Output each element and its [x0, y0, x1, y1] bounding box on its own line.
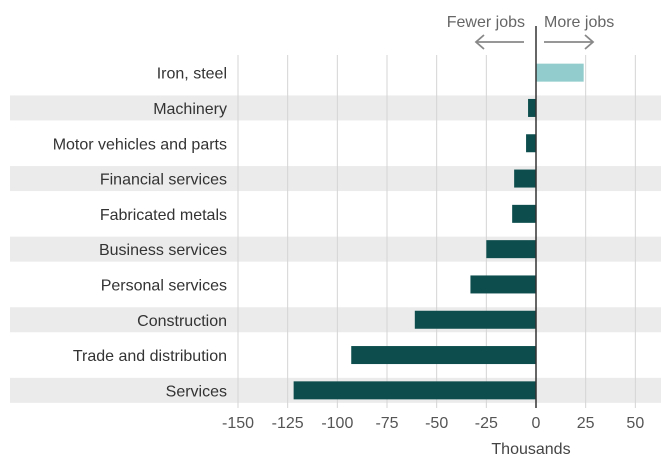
tick-label: 0 [532, 415, 541, 432]
bar [528, 98, 536, 117]
arrow-right-icon [544, 34, 595, 50]
tick-label: -150 [222, 415, 254, 432]
tick-label: -100 [321, 415, 353, 432]
tick-label: 50 [626, 415, 644, 432]
bar [536, 63, 584, 82]
row-band [10, 95, 661, 121]
direction-annotations: Fewer jobs More jobs [447, 14, 614, 50]
category-label: Personal services [101, 277, 227, 294]
tick-label: 25 [577, 415, 595, 432]
bar [351, 346, 536, 365]
more-jobs-label: More jobs [544, 14, 614, 31]
category-label: Machinery [153, 101, 227, 118]
row-band [10, 236, 661, 262]
tick-label: -125 [272, 415, 304, 432]
gridlines [237, 55, 636, 408]
row-band [10, 307, 661, 333]
bar [514, 169, 536, 188]
category-label: Trade and distribution [73, 348, 227, 365]
category-label: Iron, steel [157, 66, 227, 83]
category-label: Business services [99, 242, 227, 259]
bars [293, 63, 584, 400]
bar [512, 204, 536, 223]
fewer-jobs-label: Fewer jobs [447, 14, 525, 31]
tick-label: -75 [375, 415, 398, 432]
bar [486, 240, 536, 259]
bar [414, 310, 536, 329]
bar [470, 275, 536, 294]
tick-label: -50 [425, 415, 448, 432]
bar [293, 381, 536, 400]
category-label: Services [166, 383, 227, 400]
category-label: Fabricated metals [100, 207, 227, 224]
x-axis-label: Thousands [491, 441, 570, 456]
bar [526, 134, 536, 153]
category-label: Construction [137, 313, 227, 330]
category-label: Financial services [100, 172, 227, 189]
tick-label: -25 [475, 415, 498, 432]
category-labels: Iron, steel Machinery Motor vehicles and p… [53, 66, 227, 401]
row-band [10, 166, 661, 192]
arrow-left-icon [474, 34, 524, 50]
category-label: Motor vehicles and parts [53, 136, 227, 153]
tick-labels: -150 -125 -100 -75 -50 -25 0 25 50 [222, 415, 644, 432]
